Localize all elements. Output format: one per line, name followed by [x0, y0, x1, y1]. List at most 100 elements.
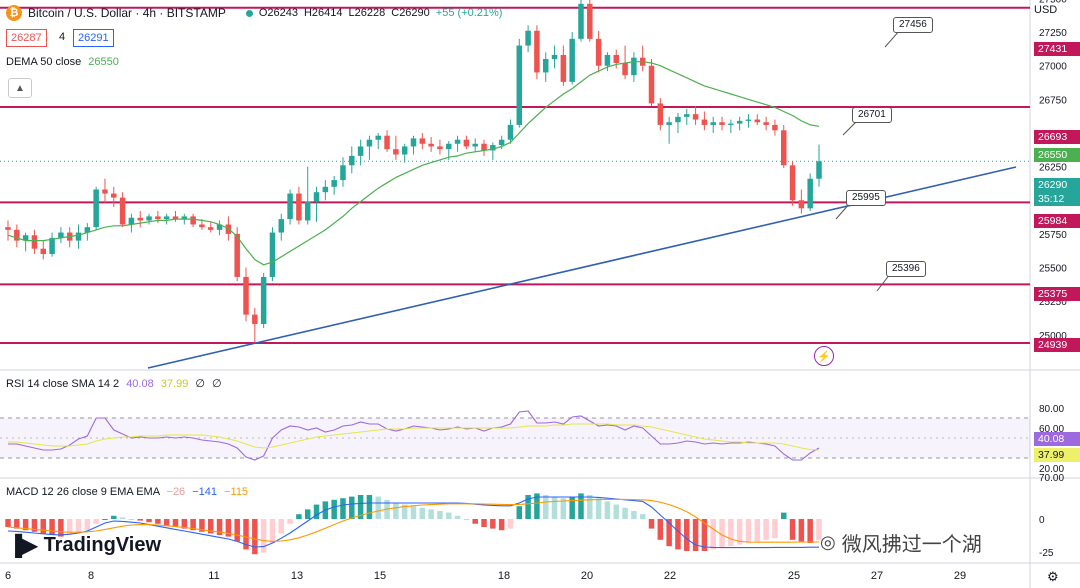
- last-price-value: 26290: [1038, 179, 1068, 191]
- macd-histogram-bar: [648, 519, 655, 529]
- rsi-badge: 40.08: [1034, 432, 1080, 446]
- macd-histogram-bar: [163, 519, 170, 526]
- tradingview-logo: ▐▶ TradingView: [8, 533, 161, 558]
- candle-body: [675, 116, 681, 123]
- dema-legend[interactable]: DEMA 50 close 26550: [6, 56, 119, 68]
- date-tick-13: 13: [290, 570, 304, 582]
- macd-histogram-bar: [481, 519, 487, 527]
- macd-histogram-bar: [437, 511, 443, 519]
- macd-tick-label: 70.00: [1039, 473, 1064, 484]
- macd-name: MACD 12 26 close 9 EMA EMA: [6, 486, 160, 498]
- macd-histogram-bar: [684, 519, 690, 551]
- candle-body: [75, 232, 82, 241]
- candle-body: [569, 38, 575, 82]
- rsi-tick-label: 80.00: [1039, 404, 1064, 415]
- candle-body: [296, 193, 302, 221]
- candle-body: [401, 146, 408, 155]
- macd-histogram-bar: [578, 493, 584, 519]
- macd-histogram-bar: [657, 519, 664, 540]
- candle-body: [446, 143, 452, 150]
- macd-histogram-bar: [728, 519, 734, 547]
- macd-histogram-bar: [534, 493, 540, 519]
- level-badge-24939: 24939: [1034, 338, 1080, 352]
- macd-histogram-bar: [181, 519, 188, 529]
- macd-histogram-bar: [75, 519, 82, 534]
- candle-body: [31, 235, 38, 249]
- market-open-icon: [245, 9, 253, 17]
- candle-body: [542, 59, 549, 73]
- macd-histogram-bar: [14, 519, 20, 529]
- macd-tick-label: 0: [1039, 515, 1045, 526]
- macd-histogram-bar: [146, 519, 152, 523]
- bid-price[interactable]: 26287: [6, 29, 47, 47]
- candle-body: [260, 276, 267, 325]
- macd-histogram-bar: [560, 498, 567, 519]
- lightning-icon[interactable]: ⚡: [814, 346, 834, 366]
- macd-histogram-bar: [569, 496, 575, 519]
- macd-histogram-bar: [666, 519, 672, 547]
- tv-icon: ▐▶: [8, 535, 38, 557]
- macd-histogram-bar: [375, 496, 381, 519]
- macd-histogram-bar: [772, 519, 778, 539]
- candle-body: [269, 232, 276, 277]
- date-tick-27: 27: [870, 570, 884, 582]
- candle-body: [216, 224, 223, 230]
- candle-body: [631, 57, 637, 76]
- macd-histogram-bar: [5, 519, 11, 527]
- macd-legend[interactable]: MACD 12 26 close 9 EMA EMA −26 −141 −115: [6, 486, 248, 498]
- settings-gear-icon[interactable]: ⚙: [1047, 569, 1059, 584]
- macd-histogram-bar: [498, 519, 505, 531]
- macd-histogram-bar: [128, 519, 135, 520]
- candle-body: [428, 143, 434, 147]
- macd-signal-value: −115: [224, 486, 249, 498]
- candle-body: [684, 114, 690, 117]
- macd-histogram-bar: [296, 514, 302, 519]
- rsi-sma-line: [8, 423, 820, 451]
- ohlc-high: H26414: [303, 7, 343, 19]
- rsi-sma-badge: 37.99: [1034, 448, 1080, 462]
- candle-body: [93, 189, 99, 228]
- macd-histogram-bar: [454, 515, 461, 519]
- chart-header: ₿ Bitcoin / U.S. Dollar · 4h · BITSTAMP …: [6, 4, 502, 22]
- candle-body: [807, 178, 813, 209]
- callout-25396[interactable]: 25396: [886, 261, 926, 277]
- macd-histogram-bar: [93, 519, 99, 524]
- candle-body: [304, 201, 311, 221]
- candle-body: [155, 216, 161, 220]
- candle-body: [507, 124, 514, 140]
- callout-27456[interactable]: 27456: [893, 17, 933, 33]
- macd-histogram-bar: [798, 519, 805, 542]
- callout-26701[interactable]: 26701: [852, 107, 892, 123]
- candle-body: [701, 119, 708, 125]
- macd-histogram-bar: [22, 519, 29, 531]
- candle-body: [490, 145, 496, 151]
- candle-body: [331, 180, 337, 187]
- tv-text: TradingView: [43, 534, 162, 556]
- callout-25995[interactable]: 25995: [846, 190, 886, 206]
- candle-body: [780, 130, 787, 166]
- price-tick-label: 25750: [1039, 230, 1067, 241]
- collapse-legend-button[interactable]: ▲: [8, 78, 32, 98]
- candle-body: [710, 122, 716, 125]
- rsi-value: 40.08: [126, 378, 154, 390]
- candle-body: [40, 248, 47, 255]
- macd-histogram-bar: [595, 498, 602, 519]
- ask-price[interactable]: 26291: [73, 29, 114, 47]
- candle-body: [772, 124, 778, 131]
- ohlc-close: C26290: [391, 7, 430, 19]
- candle-body: [234, 233, 240, 277]
- rsi-tick-label: 20.00: [1039, 464, 1064, 475]
- macd-histogram-bar: [31, 519, 38, 532]
- symbol-title[interactable]: Bitcoin / U.S. Dollar · 4h · BITSTAMP: [28, 6, 226, 20]
- candle-body: [763, 122, 769, 125]
- rsi-legend[interactable]: RSI 14 close SMA 14 2 40.08 37.99 ∅ ∅: [6, 377, 222, 390]
- macd-histogram-bar: [366, 495, 373, 519]
- candle-body: [798, 200, 805, 209]
- macd-histogram-bar: [780, 512, 787, 519]
- candle-body: [719, 122, 725, 125]
- currency-label[interactable]: USD: [1034, 4, 1058, 16]
- macd-histogram-bar: [349, 496, 355, 519]
- price-tick-label: 27500: [1039, 0, 1067, 5]
